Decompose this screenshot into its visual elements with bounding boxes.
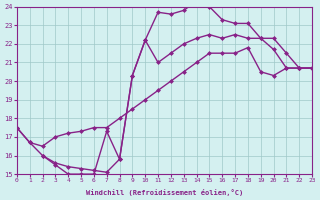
X-axis label: Windchill (Refroidissement éolien,°C): Windchill (Refroidissement éolien,°C) — [86, 189, 243, 196]
